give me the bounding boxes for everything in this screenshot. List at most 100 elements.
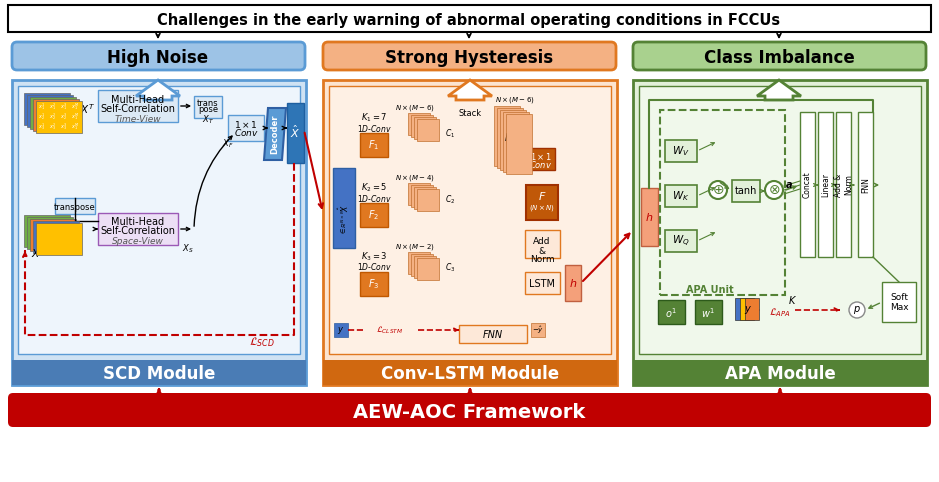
Bar	[36, 101, 82, 133]
Text: $x_{1}^{3}$: $x_{1}^{3}$	[60, 102, 68, 112]
Bar	[658, 300, 685, 324]
Circle shape	[765, 181, 783, 199]
Bar	[33, 221, 79, 253]
Bar	[417, 258, 439, 280]
Text: $C_2$: $C_2$	[445, 194, 455, 206]
Bar	[194, 96, 222, 118]
Text: $o^1$: $o^1$	[665, 306, 677, 320]
Text: $x_{2}^{1}$: $x_{2}^{1}$	[38, 112, 46, 122]
Bar	[55, 198, 95, 214]
Bar	[98, 90, 178, 122]
Text: $X$: $X$	[31, 247, 41, 259]
Text: Challenges in the early warning of abnormal operating conditions in FCCUs: Challenges in the early warning of abnor…	[158, 13, 780, 27]
Text: $F_4$: $F_4$	[504, 131, 516, 145]
Text: $\boldsymbol{a}$: $\boldsymbol{a}$	[785, 180, 793, 190]
Circle shape	[849, 302, 865, 318]
Bar	[408, 183, 430, 205]
Text: Stack: Stack	[458, 109, 482, 119]
Text: $x_{3}^{3}$: $x_{3}^{3}$	[60, 121, 68, 133]
Text: $Conv$: $Conv$	[234, 128, 258, 138]
Bar	[414, 256, 436, 278]
Polygon shape	[264, 108, 286, 160]
Bar	[641, 188, 658, 246]
Bar	[735, 298, 749, 320]
Text: Soft: Soft	[890, 294, 908, 303]
Bar	[858, 112, 873, 257]
Text: Decoder: Decoder	[270, 114, 280, 154]
Bar	[525, 272, 560, 294]
Text: $x_1^M$: $x_1^M$	[71, 112, 79, 122]
Bar	[8, 5, 931, 32]
Bar	[98, 213, 178, 245]
Text: $W_K$: $W_K$	[672, 189, 690, 203]
Text: $y$: $y$	[337, 324, 345, 335]
Bar	[30, 97, 76, 129]
Bar	[506, 114, 532, 174]
Text: Multi-Head: Multi-Head	[112, 217, 164, 227]
Bar	[665, 140, 697, 162]
Bar	[639, 86, 921, 354]
Bar	[500, 110, 526, 170]
Bar	[287, 103, 304, 163]
Text: transpose: transpose	[54, 202, 96, 212]
Text: APA Unit: APA Unit	[686, 285, 733, 295]
Text: $Conv$: $Conv$	[530, 160, 553, 171]
Text: $N\times(M-2)$: $N\times(M-2)$	[395, 242, 435, 252]
Text: Linear: Linear	[821, 173, 830, 197]
Text: $1D$-$Conv$: $1D$-$Conv$	[357, 262, 392, 272]
Text: FNN: FNN	[861, 177, 870, 193]
Bar	[18, 86, 300, 354]
Bar	[323, 360, 617, 385]
Text: $W_V$: $W_V$	[672, 144, 690, 158]
Text: $N\times(M-4)$: $N\times(M-4)$	[395, 173, 435, 183]
Text: Norm: Norm	[530, 255, 554, 265]
Text: $C_1$: $C_1$	[445, 128, 455, 140]
Bar	[33, 99, 79, 131]
Bar	[329, 86, 611, 354]
Bar	[360, 272, 388, 296]
FancyBboxPatch shape	[323, 42, 616, 70]
Text: Self-Correlation: Self-Correlation	[100, 226, 176, 236]
Text: $w^1$: $w^1$	[700, 306, 715, 320]
Text: $\mathcal{L}_{APA}$: $\mathcal{L}_{APA}$	[769, 307, 791, 320]
Text: $(N\times N)$: $(N\times N)$	[529, 203, 555, 213]
Text: $X_F$: $X_F$	[223, 138, 234, 150]
Text: $K_3=3$: $K_3=3$	[361, 251, 387, 263]
Bar	[527, 148, 555, 170]
Bar	[323, 80, 617, 385]
Text: tanh: tanh	[735, 186, 757, 196]
Text: Add: Add	[533, 238, 551, 246]
Text: $x_{3}^{1}$: $x_{3}^{1}$	[38, 121, 46, 133]
Bar	[417, 119, 439, 141]
Bar	[745, 298, 759, 320]
Bar	[27, 217, 73, 249]
Bar	[565, 265, 581, 301]
Text: $\mathcal{L}_{SCD}$: $\mathcal{L}_{SCD}$	[249, 335, 275, 349]
Text: $C_3$: $C_3$	[445, 262, 455, 274]
Text: $\in\mathbb{R}^{N\times M}$: $\in\mathbb{R}^{N\times M}$	[339, 209, 348, 235]
Bar	[27, 95, 73, 127]
Bar	[633, 80, 927, 385]
Bar	[740, 298, 754, 320]
Text: $K$: $K$	[789, 294, 797, 306]
Text: Max: Max	[889, 304, 908, 312]
Text: APA Module: APA Module	[725, 365, 836, 383]
Bar	[494, 106, 520, 166]
Text: $F_2$: $F_2$	[368, 208, 379, 222]
Text: SCD Module: SCD Module	[102, 365, 215, 383]
Text: Multi-Head: Multi-Head	[112, 95, 164, 105]
Text: Strong Hysteresis: Strong Hysteresis	[385, 49, 553, 67]
Bar	[333, 168, 355, 248]
Bar	[414, 187, 436, 209]
Polygon shape	[136, 80, 180, 100]
Bar	[24, 93, 70, 125]
Text: High Noise: High Noise	[107, 49, 208, 67]
Bar	[411, 185, 433, 207]
Bar	[414, 117, 436, 139]
Text: $1\times 1$: $1\times 1$	[530, 150, 552, 161]
Bar	[334, 323, 348, 337]
Bar	[30, 219, 76, 251]
Text: Add &
Norm: Add & Norm	[834, 174, 854, 197]
Text: $N\times(M-6)$: $N\times(M-6)$	[395, 103, 435, 113]
Bar	[360, 133, 388, 157]
